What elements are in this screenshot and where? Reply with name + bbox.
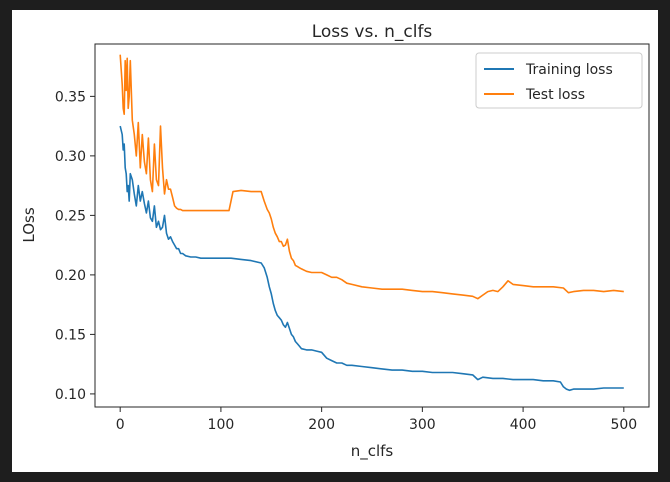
y-axis-title: LOss xyxy=(20,207,38,242)
x-tick-label: 400 xyxy=(510,417,537,433)
chart-title: Loss vs. n_clfs xyxy=(312,22,433,42)
series-layer xyxy=(119,54,624,392)
y-tick-label: 0.20 xyxy=(55,268,86,284)
y-axis: 0.10 0.15 0.20 0.25 0.30 0.35 xyxy=(55,89,95,403)
series-line-training-loss xyxy=(119,125,624,392)
x-tick-label: 0 xyxy=(116,417,125,433)
plot-frame xyxy=(94,43,650,408)
x-tick-label: 500 xyxy=(610,417,637,433)
line-chart: Loss vs. n_clfs 0 100 200 300 400 500 0.100.1… xyxy=(20,22,650,461)
y-tick-label: 0.15 xyxy=(55,327,86,343)
y-tick-label: 0.25 xyxy=(55,208,86,224)
y-tick-label: 0.10 xyxy=(55,387,86,403)
x-axis: 0 100 200 300 400 500 xyxy=(116,407,637,433)
series-line-test-loss xyxy=(119,54,624,300)
legend-label-training: Training loss xyxy=(525,62,613,78)
legend-label-test: Test loss xyxy=(525,87,585,103)
x-axis-title: n_clfs xyxy=(351,442,394,461)
x-tick-label: 100 xyxy=(208,417,235,433)
legend-box xyxy=(475,52,643,109)
x-tick-label: 200 xyxy=(308,417,335,433)
x-tick-label: 300 xyxy=(409,417,436,433)
legend: Training loss Test loss xyxy=(475,52,643,109)
y-tick-label: 0.30 xyxy=(55,149,86,165)
y-tick-label: 0.35 xyxy=(55,89,86,105)
figure: Loss vs. n_clfs 0 100 200 300 400 500 0.10 0.1… xyxy=(12,10,658,472)
